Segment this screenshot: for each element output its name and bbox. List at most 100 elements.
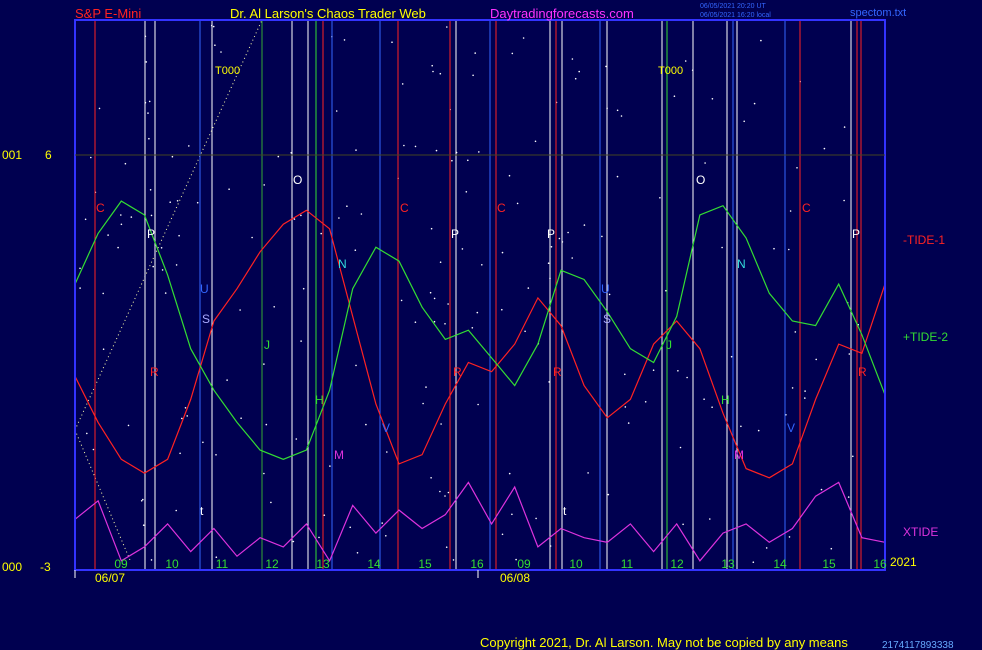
event-letter: t: [563, 504, 567, 518]
scatter-dot: [608, 293, 611, 296]
hour-tick-label: 15: [418, 557, 432, 571]
scatter-dot: [422, 402, 424, 405]
scatter-dot: [721, 246, 723, 249]
scatter-dot: [679, 446, 682, 449]
scatter-dot: [511, 513, 513, 516]
scatter-dot: [148, 100, 151, 103]
scatter-dot: [753, 102, 756, 105]
scatter-dot: [607, 493, 610, 496]
event-letters: C P U S R J O H N M V C R P C P R U S J O H N M V C P Rt t: [96, 173, 867, 518]
scatter-dot: [511, 52, 514, 55]
scatter-dot: [228, 188, 230, 190]
scatter-dot: [757, 429, 760, 432]
scatter-dot: [178, 234, 180, 237]
scatter-dot: [534, 140, 537, 143]
scatter-dot: [587, 472, 589, 474]
scatter-dot: [659, 197, 661, 199]
scatter-dot: [847, 496, 850, 498]
scatter-dot: [385, 535, 387, 537]
scatter-dot: [360, 213, 363, 215]
event-letter: U: [200, 282, 209, 296]
scatter-dot: [169, 201, 171, 203]
scatter-dot: [601, 235, 603, 238]
scatter-dot: [501, 533, 504, 536]
event-letter: P: [547, 227, 555, 241]
hour-tick-label: 14: [773, 557, 787, 571]
scatter-dot: [684, 60, 687, 62]
scatter-dot: [804, 397, 806, 399]
scatter-dot: [145, 61, 148, 63]
scatter-dot: [788, 248, 790, 251]
scatter-dot: [400, 299, 403, 302]
scatter-dot: [677, 370, 679, 372]
scatter-dot: [84, 218, 87, 221]
scatter-dot: [226, 379, 228, 381]
scatter-dot: [447, 303, 449, 305]
scatter-dot: [401, 83, 404, 85]
footer-code: 2174117893338: [882, 640, 954, 650]
scatter-dot: [431, 64, 434, 67]
scatter-dot: [686, 376, 688, 379]
scatter-dot: [740, 425, 742, 428]
scatter-dot: [323, 514, 326, 516]
event-letter: S: [603, 312, 611, 326]
scatter-dot: [152, 265, 154, 268]
scatter-dot: [465, 191, 468, 193]
series-line-1: [74, 209, 886, 479]
year-label: 2021: [890, 555, 917, 569]
scatter-dot: [848, 353, 851, 355]
scatter-dot: [815, 358, 817, 361]
scatter-dot: [90, 156, 92, 159]
scatter-dot: [616, 109, 619, 112]
scatter-dot: [794, 331, 797, 333]
scatter-dot: [386, 451, 388, 453]
scatter-dot: [843, 199, 845, 202]
scatter-dot: [160, 247, 163, 249]
scatter-dot: [451, 159, 453, 162]
scatter-dot: [120, 223, 123, 226]
scatter-dot: [444, 495, 446, 497]
scatter-dot: [263, 363, 265, 365]
scatter-dot: [354, 249, 357, 251]
timestamp-ut: 06/05/2021 20:20 UT: [700, 3, 766, 10]
event-letter: N: [737, 257, 746, 271]
scatter-dot: [823, 147, 826, 150]
event-letter: M: [334, 448, 344, 462]
scatter-dot: [149, 189, 152, 191]
scatter-dot: [852, 455, 854, 458]
scatter-dot: [140, 500, 143, 502]
scatter-dot: [447, 491, 450, 494]
scatter-dot: [79, 287, 81, 289]
scatter-dot: [574, 77, 577, 80]
scatter-dot: [355, 364, 357, 367]
scatter-dot: [188, 145, 190, 147]
scatter-dot: [558, 237, 561, 240]
site-title: Dr. Al Larson's Chaos Trader Web: [230, 6, 426, 21]
hour-tick-label: 12: [670, 557, 684, 571]
event-letter: R: [553, 365, 562, 379]
site-url[interactable]: Daytradingforecasts.com: [490, 6, 634, 21]
event-letter: O: [696, 173, 705, 187]
scatter-dot: [117, 246, 119, 249]
event-letter: C: [96, 201, 105, 215]
scatter-dot: [161, 269, 164, 271]
scatter-dot: [365, 423, 367, 426]
event-letter: H: [721, 393, 730, 407]
event-letter: P: [852, 227, 860, 241]
hour-tick-label: 13: [721, 557, 735, 571]
event-letter: R: [858, 365, 867, 379]
scatter-dot: [196, 201, 199, 204]
scatter-dots: [74, 19, 859, 563]
scatter-dot: [522, 37, 525, 39]
hour-tick-label: 10: [165, 557, 179, 571]
scatter-dot: [102, 348, 105, 351]
scatter-dot: [429, 291, 432, 294]
scatter-dot: [644, 401, 647, 403]
scatter-dot: [142, 498, 144, 501]
scatter-dot: [445, 546, 448, 548]
event-letter: M: [734, 448, 744, 462]
scatter-dot: [270, 501, 272, 504]
hour-tick-label: 09: [114, 557, 128, 571]
y-bottom-side: 000: [2, 560, 22, 574]
scatter-dot: [263, 472, 265, 475]
